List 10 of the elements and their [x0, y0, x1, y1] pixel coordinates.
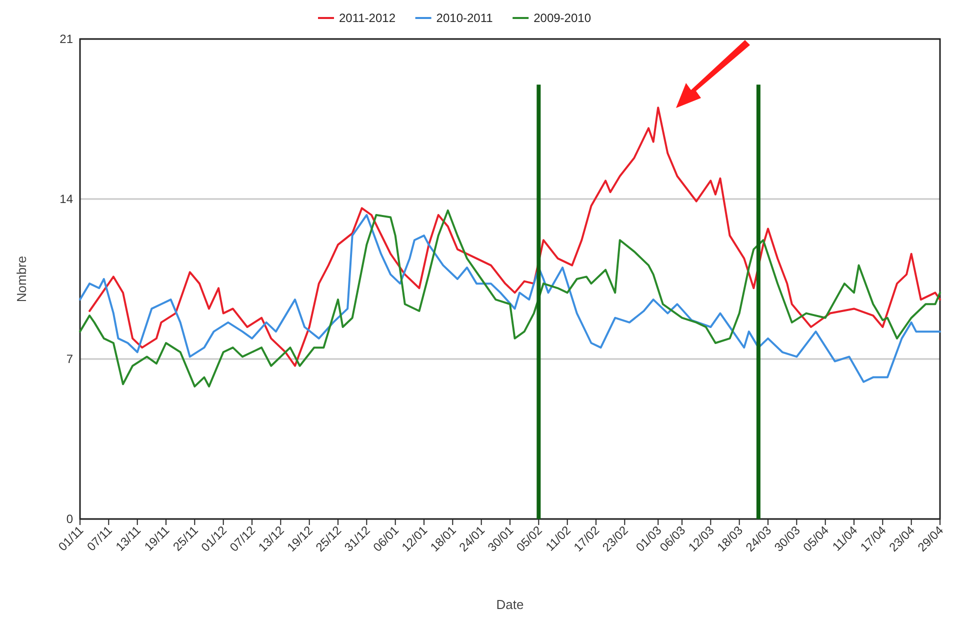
x-axis-title: Date	[496, 597, 524, 612]
y-tick-label: 7	[66, 352, 74, 366]
y-tick-label: 14	[60, 192, 74, 206]
legend-label: 2011-2012	[339, 11, 396, 25]
y-axis-title: Nombre	[14, 256, 29, 302]
line-series	[88, 106, 941, 367]
y-tick-label: 21	[60, 32, 74, 46]
legend-label: 2009-2010	[534, 11, 592, 25]
y-tick-label: 0	[66, 512, 74, 526]
legend-label: 2010-2011	[436, 11, 494, 25]
